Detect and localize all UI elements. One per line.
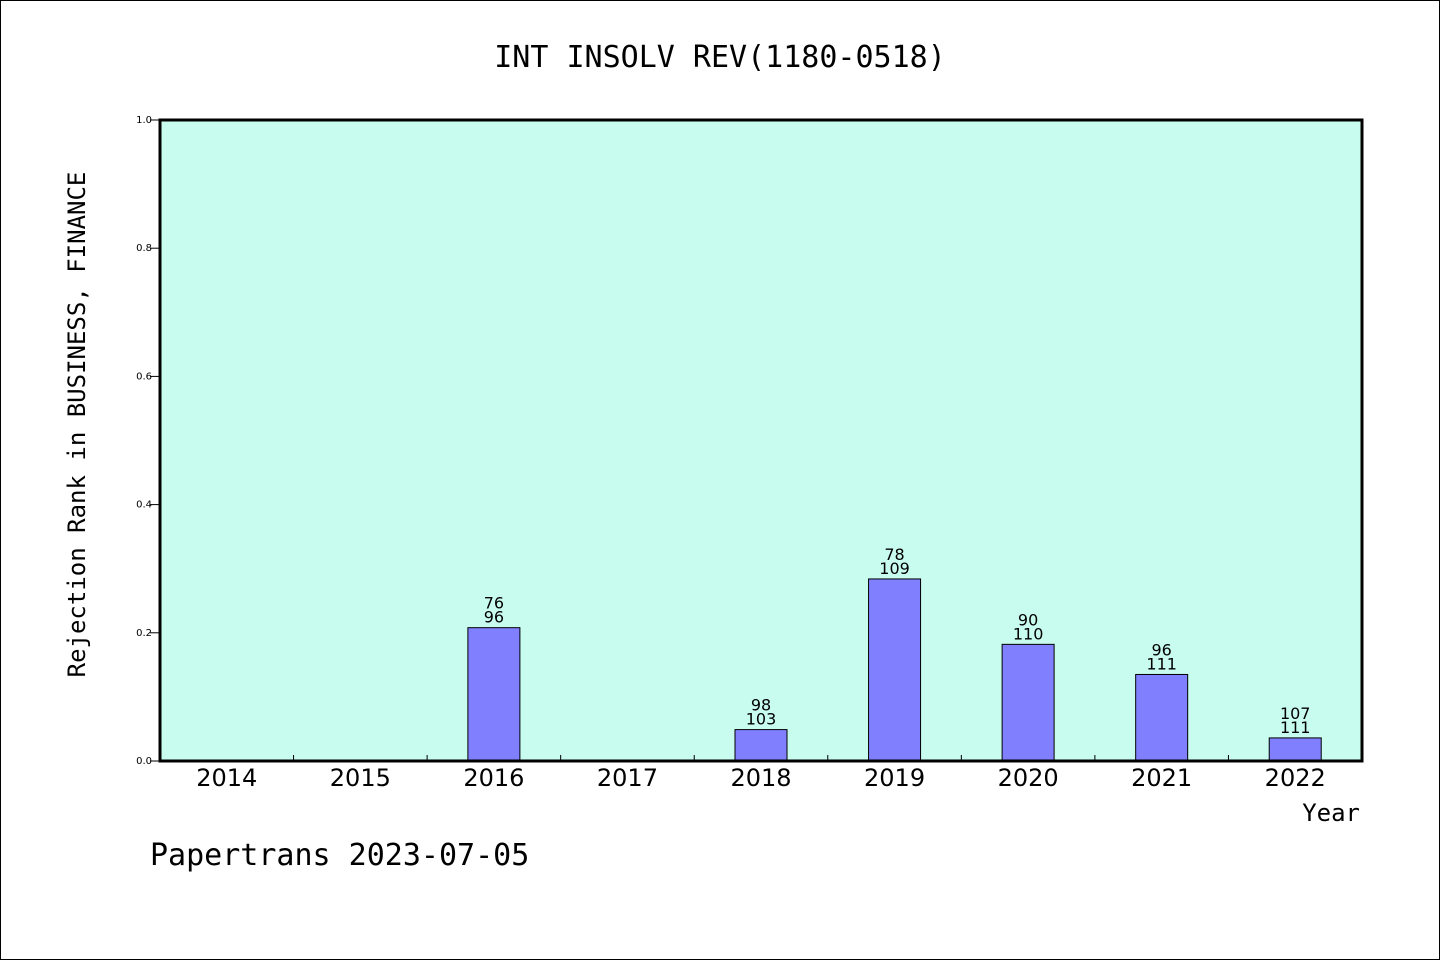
plot-border [158,118,1364,763]
x-axis: 2014 2015 2016 2017 2018 2019 2020 2021 2022 [196,755,1326,792]
bar-2021 [1135,673,1189,762]
x-tick-label-2022: 2022 [1265,764,1326,792]
bar-label-top-2020: 90 [1018,610,1038,629]
y-axis: 0.0 0.2 0.4 0.6 0.8 1.0 [136,115,160,767]
bar-label-bottom-2019: 109 [879,559,910,578]
x-tick-label-2019: 2019 [864,764,925,792]
bar-2016 [467,627,521,762]
bars-group [467,578,1322,762]
bar-label-bottom-2022: 111 [1280,718,1311,737]
bar-2020 [1001,643,1055,762]
bar-2018 [734,729,788,762]
y-tick-label: 0.0 [136,756,152,767]
bar-label-top-2018: 98 [751,696,771,715]
x-tick-label-2015: 2015 [330,764,391,792]
x-axis-label: Year [1302,799,1360,827]
bar-2022 [1268,737,1322,762]
y-tick-label: 0.2 [136,628,152,639]
y-axis-label: Rejection Rank in BUSINESS, FINANCE [63,172,91,678]
footer-credit: Papertrans 2023-07-05 [150,838,529,873]
x-tick-label-2018: 2018 [730,764,791,792]
x-tick-label-2014: 2014 [196,764,257,792]
bar-label-top-2022: 107 [1280,704,1311,723]
x-tick-label-2020: 2020 [998,764,1059,792]
y-tick-label: 0.6 [136,371,152,382]
bar-label-top-2019: 78 [884,545,904,564]
x-tick-label-2016: 2016 [463,764,524,792]
x-tick-label-2017: 2017 [597,764,658,792]
bar-label-bottom-2018: 103 [746,710,777,729]
bar-label-bottom-2021: 111 [1146,654,1177,673]
y-tick-label: 0.4 [136,500,152,511]
y-tick-label: 1.0 [136,115,152,126]
y-tick-label: 0.8 [136,243,152,254]
chart-title: INT INSOLV REV(1180-0518) [494,40,946,75]
bar-label-top-2016: 76 [484,594,504,613]
bar-2019 [868,578,922,762]
bar-label-bottom-2016: 96 [484,608,504,627]
plot-background [160,120,1362,761]
x-tick-label-2021: 2021 [1131,764,1192,792]
bar-label-bottom-2020: 110 [1013,624,1044,643]
bar-label-top-2021: 96 [1151,640,1171,659]
